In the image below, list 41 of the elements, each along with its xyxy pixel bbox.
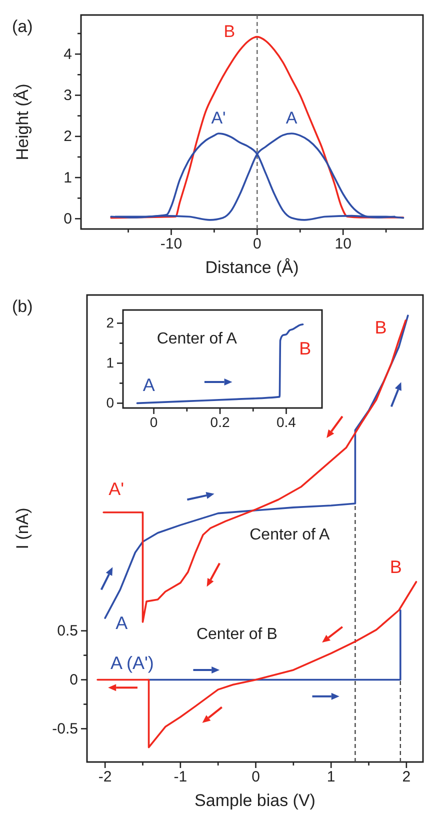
series-label: A [286,108,298,128]
x-tick-label: 10 [334,236,352,253]
annotation: A [116,612,128,633]
y-tick-label: 2 [64,128,72,146]
y-axis-title: I (nA) [13,508,32,550]
y-tick-label: 1 [64,169,72,186]
annotation: B [299,338,312,358]
y-axis-title: Height (Å) [13,84,32,160]
x-tick-label: -1 [174,768,188,786]
x-tick-label: 0 [252,768,260,786]
text: (b) [12,297,33,316]
x-tick-label: -10 [160,236,182,253]
y-tick-label: 0 [106,394,114,411]
y-tick-label: 4 [64,46,72,63]
x-tick-label: 0.4 [276,414,296,430]
y-tick-label: 2 [106,314,114,331]
x-tick-label: 0 [150,414,158,430]
annotation: A [142,375,155,396]
text: (a) [12,17,33,36]
series-label: B [224,22,236,41]
x-tick-label: 2 [402,768,411,786]
y-tick-label: 0.5 [57,622,78,640]
annotation: A' [108,478,124,499]
x-tick-label: -2 [98,768,112,786]
y-tick-label: 1 [106,354,114,371]
x-tick-label: 1 [326,768,336,786]
y-tick-label: 0 [70,672,78,689]
y-tick-label: 0 [64,210,72,228]
x-tick-label: 0 [252,236,262,253]
y-tick-label: -0.5 [52,720,78,738]
annotation: A (A') [110,653,154,674]
annotation: B [390,557,402,578]
x-tick-label: 0.2 [210,414,230,430]
annotation: Center of B [196,626,278,644]
y-tick-label: 3 [64,87,72,104]
annotation: Center of A [250,526,330,544]
x-axis-title: Sample bias (V) [194,791,316,810]
series-label: A' [211,108,226,128]
annotation: Center of A [156,330,238,348]
annotation: B [374,317,387,338]
x-axis-title: Distance (Å) [205,258,299,277]
